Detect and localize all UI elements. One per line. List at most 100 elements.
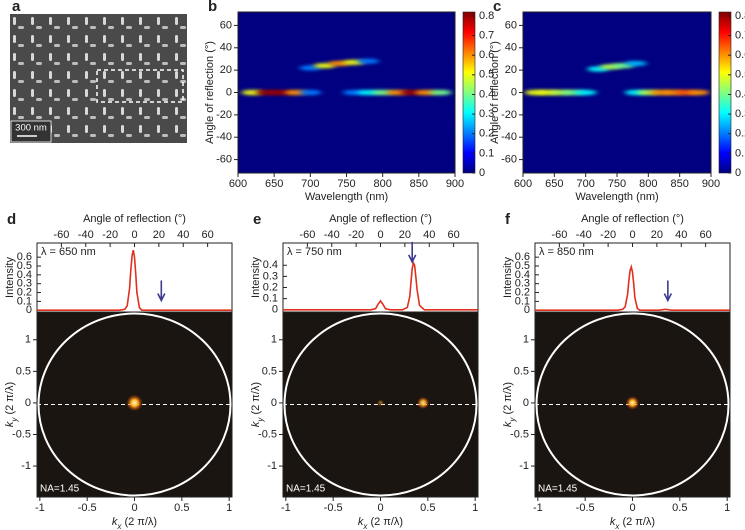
kx-tick-label: -1 <box>35 502 45 514</box>
colorbar <box>462 11 476 174</box>
heat-spot <box>574 89 597 96</box>
angle-axis-label: Angle of reflection (°) <box>329 213 432 225</box>
intensity-axis-label: Intensity <box>502 257 514 298</box>
axis-label-subscript: x <box>116 522 122 530</box>
y-tick-label: 0 <box>511 86 517 98</box>
ky-tick-label: -1 <box>21 460 31 472</box>
intensity-axis-label: Intensity <box>250 257 262 298</box>
angle-tick-label: -20 <box>348 229 364 241</box>
intensity-line <box>37 249 232 311</box>
colorbar-tick-label: 0.5 <box>735 69 745 81</box>
axis-label-unit: (2 π/λ) <box>250 382 262 418</box>
angle-tick-label: 60 <box>202 229 214 241</box>
arrow <box>157 280 166 303</box>
intensity-tick-label: 0.4 <box>263 259 278 271</box>
ky-tick-label: -1 <box>519 460 529 472</box>
axis-label-symbol: k <box>358 516 364 528</box>
intensity-tick-label: 0.2 <box>515 286 530 298</box>
panel-letter: b <box>208 0 217 15</box>
intensity-line <box>283 260 478 311</box>
kx-tick-label: 1 <box>724 502 730 514</box>
panel-letter: d <box>7 211 16 228</box>
intensity-line <box>535 263 730 311</box>
angle-tick-label: -60 <box>551 229 567 241</box>
y-tick-label: -20 <box>216 109 232 121</box>
ky-tick-label: -1 <box>267 460 277 472</box>
angle-tick-label: -40 <box>78 229 94 241</box>
colorbar-tick-label: 0.3 <box>735 108 745 120</box>
intensity-tick-label: 0.3 <box>17 278 32 290</box>
x-tick-label: 800 <box>639 178 657 190</box>
colorbar-tick-label: 0.2 <box>479 128 494 140</box>
axis-label-subscript: y <box>508 417 517 423</box>
kx-tick-label: 0.5 <box>420 502 435 514</box>
x-axis-label: Wavelength (nm) <box>575 191 658 203</box>
angle-tick-label: 60 <box>700 229 712 241</box>
ky-tick-label: 0 <box>523 397 529 409</box>
y-tick-label: 20 <box>220 64 232 76</box>
angle-tick-label: 0 <box>131 229 137 241</box>
heat-spot <box>299 89 322 96</box>
wavelength-annotation: λ = 850 nm <box>539 246 594 258</box>
angle-tick-label: 0 <box>377 229 383 241</box>
axis-label-subscript: y <box>256 417 265 423</box>
ky-tick-label: 0.5 <box>514 365 529 377</box>
intensity-axis-label: Intensity <box>4 257 16 298</box>
intensity-tick-label: 0.5 <box>17 260 32 272</box>
axis-label-subscript: x <box>614 522 620 530</box>
colorbar-tick-label: 0.4 <box>735 88 745 100</box>
angle-tick-label: -20 <box>600 229 616 241</box>
colorbar-tick-label: 0.7 <box>479 29 494 41</box>
na-label: NA=1.45 <box>538 484 578 495</box>
panel-letter: f <box>505 211 511 228</box>
colorbar-tick-label: 0.3 <box>479 108 494 120</box>
y-tick-label: 0 <box>226 86 232 98</box>
y-tick-label: 60 <box>505 19 517 31</box>
angle-tick-label: 40 <box>675 229 687 241</box>
x-tick-label: 850 <box>670 178 688 190</box>
intensity-tick-label: 0 <box>272 304 278 316</box>
wavelength-annotation: λ = 650 nm <box>41 246 96 258</box>
y-tick-label: -40 <box>501 131 517 143</box>
colorbar-tick-label: 0.8 <box>735 10 745 22</box>
angle-tick-label: -40 <box>324 229 340 241</box>
kx-tick-label: 1 <box>472 502 478 514</box>
colorbar-tick-label: 0.6 <box>735 49 745 61</box>
wavelength-annotation: λ = 750 nm <box>287 246 342 258</box>
colorbar-tick-label: 0.4 <box>479 88 494 100</box>
angle-tick-label: 0 <box>629 229 635 241</box>
y-axis-label: Angle of reflection (°) <box>204 41 216 144</box>
y-tick-label: -60 <box>501 153 517 165</box>
axis-label-subscript: x <box>362 522 368 530</box>
angle-axis-label: Angle of reflection (°) <box>581 213 684 225</box>
kx-tick-label: -1 <box>281 502 291 514</box>
angle-tick-label: -60 <box>299 229 315 241</box>
colorbar-tick-label: 0.2 <box>735 128 745 140</box>
angle-tick-label: 60 <box>448 229 460 241</box>
x-tick-label: 600 <box>229 178 247 190</box>
panel-letter: e <box>253 211 261 228</box>
axis-label: kx (2 π/λ) <box>358 516 403 530</box>
ky-tick-label: 0 <box>271 397 277 409</box>
heat-spot <box>624 60 647 67</box>
kx-tick-label: -1 <box>533 502 543 514</box>
axis-label-unit: (2 π/λ) <box>367 516 403 528</box>
kx-tick-label: 0 <box>629 502 635 514</box>
selection-box <box>96 69 184 103</box>
intensity-tick-label: 0.3 <box>263 270 278 282</box>
ky-tick-label: 1 <box>271 334 277 346</box>
intensity-tick-label: 0 <box>26 304 32 316</box>
angle-axis-label: Angle of reflection (°) <box>83 213 186 225</box>
angle-tick-label: -60 <box>53 229 69 241</box>
y-axis-label: Angle of reflection (°) <box>489 41 501 144</box>
axis-label-symbol: k <box>502 421 514 427</box>
heat-spot <box>687 89 710 96</box>
angle-tick-label: 20 <box>399 229 411 241</box>
heatmap-layer <box>241 58 452 96</box>
angle-tick-label: -20 <box>102 229 118 241</box>
y-tick-label: 60 <box>220 19 232 31</box>
x-axis-label: Wavelength (nm) <box>305 191 388 203</box>
x-tick-label: 850 <box>410 178 428 190</box>
colorbar-tick-label: 0.5 <box>479 69 494 81</box>
intensity-tick-label: 0.1 <box>515 295 530 307</box>
